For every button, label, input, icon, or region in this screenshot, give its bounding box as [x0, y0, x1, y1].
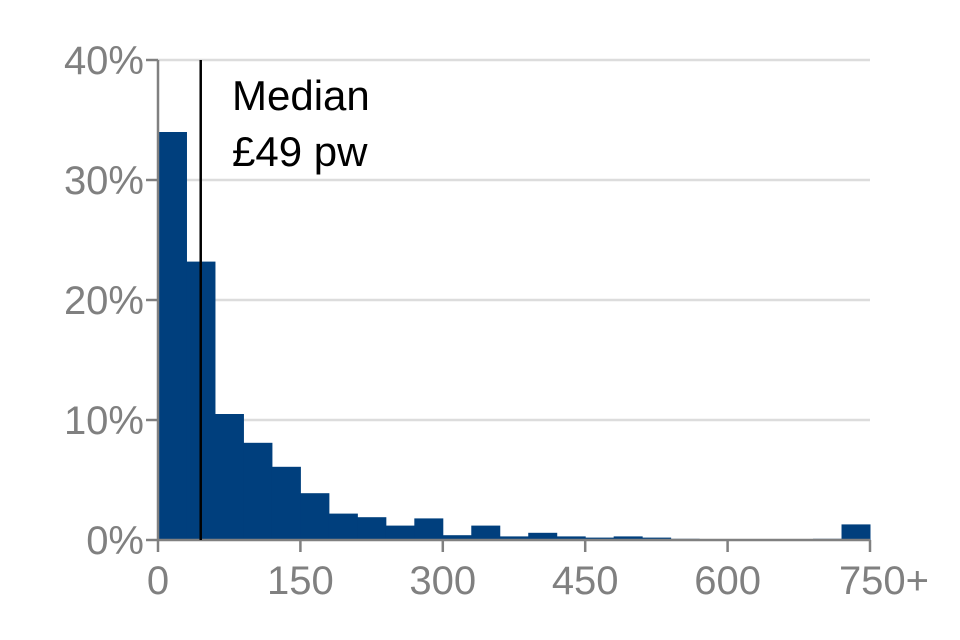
histogram-bar [357, 517, 387, 540]
histogram-bar [499, 536, 529, 540]
median-label: Median [232, 72, 370, 119]
histogram-bar [528, 532, 558, 540]
y-tick-label: 20% [64, 279, 144, 323]
histogram-bar [841, 524, 871, 540]
x-tick-label: 750+ [839, 559, 929, 603]
y-axis-ticks: 0% 10% 20% 30% 40% [64, 39, 158, 563]
y-tick-label: 10% [64, 399, 144, 443]
histogram-bar [613, 536, 643, 540]
x-tick-label: 450 [552, 559, 619, 603]
histogram-bar [385, 525, 415, 540]
bars [158, 132, 871, 540]
y-tick-label: 0% [86, 519, 144, 563]
x-tick-label: 300 [409, 559, 476, 603]
histogram-bar [158, 132, 187, 540]
histogram-bar [414, 518, 444, 540]
x-tick-label: 150 [267, 559, 334, 603]
x-tick-label: 600 [694, 559, 761, 603]
histogram-bar [243, 442, 273, 540]
median-value-label: £49 pw [232, 128, 368, 175]
histogram-bar [442, 535, 472, 540]
histogram-bar [271, 466, 301, 540]
x-tick-label: 0 [147, 559, 169, 603]
histogram-bar [328, 513, 358, 540]
histogram-bar [556, 536, 586, 540]
histogram-bar [471, 525, 501, 540]
grid-lines [158, 58, 870, 422]
x-axis-ticks: 0 150 300 450 600 750+ [147, 540, 929, 603]
y-tick-label: 30% [64, 159, 144, 203]
y-tick-label: 40% [64, 39, 144, 83]
histogram-bar [214, 414, 244, 540]
histogram-bar [300, 493, 330, 540]
